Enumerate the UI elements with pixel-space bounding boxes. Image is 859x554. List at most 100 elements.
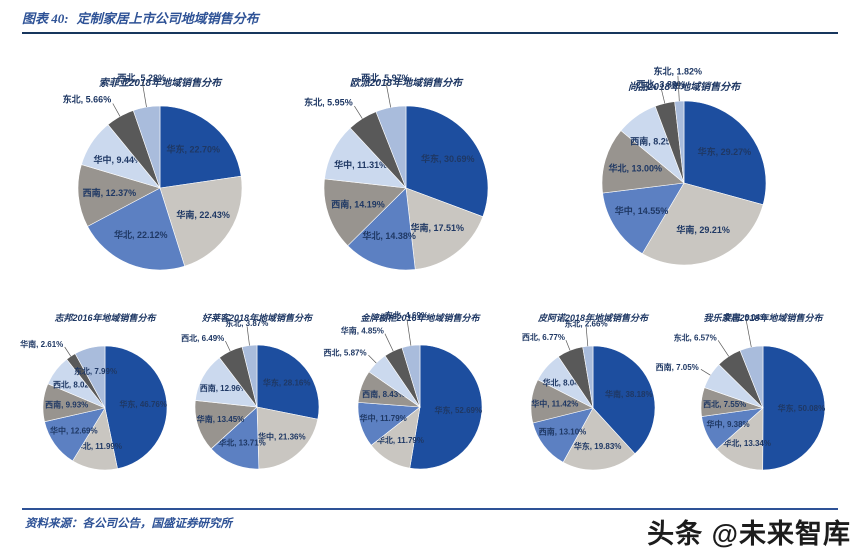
label-leader-line — [700, 369, 711, 376]
pie-chart-suofeiya: 索菲亚2018年地域销售分布 华东, 22.70% 华南, 22.43% 华北, 2… — [5, 72, 315, 384]
slice-label: 东北, 6.57% — [674, 332, 717, 342]
pie-slice-西北 — [132, 105, 161, 189]
label-leader-line — [406, 318, 412, 346]
pie-chart-title: 尚品2018年地域销售分布 — [627, 82, 741, 93]
pie-slice-华东 — [405, 105, 489, 218]
pie-slice-华东 — [562, 407, 636, 471]
pie-slice-西南 — [77, 164, 161, 227]
slice-label: 华南, 4.85% — [341, 326, 384, 336]
pie-slice-华中 — [602, 182, 685, 255]
slice-label: 西南, 14.19% — [331, 199, 385, 210]
pie-chart-pianuo: 皮阿诺2018年地域销售分布 华南, 38.18% 华东, 19.83% 西南, 1… — [493, 311, 693, 554]
pie-chart-zhibang: 志邦2016年地域销售分布 华东, 46.76% 华北, 11.99% 华中, 12… — [5, 311, 205, 554]
slice-label: 西南, 13.10% — [539, 426, 587, 436]
divider-line-top — [22, 32, 838, 34]
slice-label: 东北, 4.69% — [385, 310, 428, 320]
pie-slice-西南 — [323, 178, 407, 247]
slice-label: 西南, 8.43% — [362, 389, 405, 399]
pie-chart-title: 欧派2018年地域销售分布 — [349, 78, 463, 89]
slice-label: 华北, 8.04% — [543, 378, 586, 388]
label-leader-line — [368, 354, 377, 364]
pie-slice-华东 — [104, 345, 168, 470]
pie-slice-华南 — [159, 175, 243, 267]
slice-label: 华中, 12.69% — [50, 425, 98, 435]
label-leader-line — [565, 339, 571, 351]
slice-label: 华南, 29.21% — [676, 224, 730, 235]
slice-label: 华南, 13.45% — [197, 414, 245, 424]
slice-label: 华东, 28.16% — [263, 378, 311, 388]
pie-slice-华南 — [405, 187, 484, 270]
pie-svg: 华东, 22.70% 华南, 22.43% 华北, 22.12% 西南, 12.37%… — [63, 72, 243, 271]
slice-label: 西南, 8.25% — [630, 136, 679, 147]
pie-slice-华南 — [592, 345, 656, 455]
slice-label: 华北, 13.71% — [218, 437, 266, 447]
slice-label: 华东, 22.70% — [167, 144, 221, 155]
slice-label: 华南, 17.51% — [411, 222, 465, 233]
slice-label: 西北, 3.89% — [636, 79, 685, 90]
label-leader-line — [660, 88, 666, 104]
figure-title: 图表 40: 定制家居上市公司地域销售分布 — [22, 8, 259, 27]
slice-label: 西南, 9.93% — [45, 400, 88, 410]
label-leader-line — [745, 320, 752, 348]
slice-label: 西北, 5.28% — [117, 72, 166, 83]
pie-chart-shangpin: 尚品2018年地域销售分布 华东, 29.27% 华南, 29.21% 华中, 14… — [529, 66, 839, 388]
pie-chart-title: 我乐家居2018年地域销售分布 — [703, 313, 823, 323]
pie-svg: 华东, 28.16% 华中, 21.36%华北, 13.71% 华南, 13.45%… — [181, 318, 320, 470]
slice-label: 华东, 30.69% — [421, 153, 475, 164]
figure-label: 图表 40: — [22, 11, 69, 26]
slice-label: 西北, 7.55% — [703, 399, 746, 409]
pie-slice-华中 — [256, 406, 319, 470]
slice-label: 华北, 22.12% — [114, 229, 168, 240]
slice-label: 华中, 11.79% — [360, 413, 407, 423]
slice-label: 西南, 12.96% — [200, 383, 248, 393]
slice-label: 华北, 13.00% — [608, 163, 662, 174]
pie-slice-东北 — [582, 345, 594, 409]
slice-label: 华东, 46.76% — [119, 399, 167, 409]
pie-chart-hollike: 好莱客2018年地域销售分布 华东, 28.16% 华中, 21.36% 华北, 1… — [157, 311, 357, 554]
label-leader-line — [246, 326, 250, 346]
source-note: 资料来源：各公司公告，国盛证券研究所 — [25, 518, 232, 530]
slice-label: 西南, 12.37% — [83, 187, 137, 198]
pie-chart-title: 索菲亚2018年地域销售分布 — [98, 78, 222, 89]
pie-svg: 华南, 38.18% 华东, 19.83% 西南, 13.10% 华中, 11.42%… — [522, 319, 656, 471]
pie-svg: 华东, 52.69% 华北, 11.79% 华中, 11.79% 西南, 8.43% 西… — [323, 310, 483, 470]
slice-label: 东北, 5.66% — [63, 94, 112, 105]
slice-label: 华东, 50.08% — [778, 403, 826, 413]
slice-label: 华中, 9.38% — [707, 419, 750, 429]
slice-label: 西北, 5.87% — [323, 347, 366, 357]
pie-slice-东北 — [74, 345, 106, 409]
slice-label: 东北, 3.87% — [225, 318, 268, 328]
figure-title-text: 定制家居上市公司地域销售分布 — [76, 11, 259, 26]
label-leader-line — [677, 75, 680, 102]
slice-label: 东北, 2.66% — [564, 319, 607, 329]
pie-chart-title: 金牌橱柜2016年地域销售分布 — [360, 313, 480, 323]
slice-label: 华北, 11.79% — [377, 435, 424, 445]
pie-chart-title: 皮阿诺2018年地域销售分布 — [537, 313, 649, 323]
label-leader-line — [717, 340, 729, 357]
slice-label: 华南, 2.61% — [20, 339, 63, 349]
slice-label: 华南, 22.43% — [176, 209, 230, 220]
slice-label: 华南, 6.04% — [724, 312, 767, 322]
pie-svg: 华东, 30.69% 华南, 17.51%华北, 14.38% 西南, 14.19%… — [304, 72, 489, 271]
slice-label: 西北, 6.49% — [181, 333, 224, 343]
label-leader-line — [385, 82, 392, 108]
label-leader-line — [225, 340, 231, 352]
pie-svg: 华东, 46.76% 华北, 11.99% 华中, 12.69% 西南, 9.93% 西… — [20, 339, 168, 471]
label-leader-line — [112, 103, 121, 117]
slice-label: 华中, 11.31% — [334, 159, 387, 170]
slice-label: 华中, 9.44% — [93, 154, 142, 165]
pie-slice-华南 — [739, 345, 764, 409]
slice-label: 西北, 6.77% — [522, 332, 565, 342]
pie-slice-华东 — [762, 345, 826, 471]
pie-slice-华北 — [601, 130, 685, 194]
slice-label: 东北, 5.95% — [304, 96, 353, 107]
slice-label: 华中, 14.55% — [615, 205, 669, 216]
label-leader-line — [64, 346, 72, 357]
slice-label: 西北, 5.97% — [361, 72, 410, 83]
pie-svg: 华东, 29.27% 华南, 29.21% 华中, 14.55% 华北, 13.00%… — [601, 66, 767, 266]
label-leader-line — [585, 327, 589, 347]
pie-slice-西北 — [375, 105, 407, 189]
slice-label: 西南, 7.05% — [656, 362, 699, 372]
slice-label: 华中, 21.36% — [258, 431, 306, 441]
